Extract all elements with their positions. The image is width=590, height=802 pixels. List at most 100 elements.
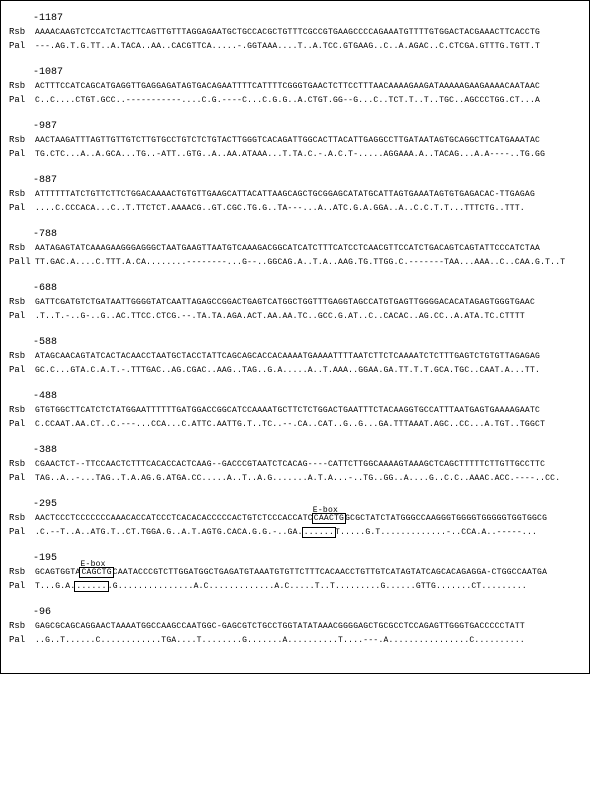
position-label: -887 [33, 175, 581, 186]
alignment-block: -195 RsbGCAGTGGTAE-boxCAGCTGCAATACCCGTCTT… [9, 553, 581, 593]
alignment-row: Pal.C.--T..A..ATG.T..CT.TGGA.G..A.T.AGTG… [9, 526, 581, 540]
sequence-text: GATTCGATGTCTGATAATTGGGGTATCAATTAGAGCCGGA… [35, 297, 535, 309]
alignment-row: PalTG.CTC...A..A.GCA...TG..-ATT..GTG..A.… [9, 148, 581, 162]
alignment-block: -588 RsbATAGCAACAGTATCACTACAACCTAATGCTACC… [9, 337, 581, 377]
alignment-row: RsbATAGCAACAGTATCACTACAACCTAATGCTACCTATT… [9, 350, 581, 364]
sequence-text: AACTAAGATTTAGTTGTTGTCTTGTGCCTGTCTCTGTACT… [35, 135, 540, 147]
pal-label: Pal [9, 634, 35, 648]
alignment-row: PalC.CCAAT.AA.CT..C.---...CCA...C.ATTC.A… [9, 418, 581, 432]
pal-label: Pal [9, 202, 35, 216]
pal-label: Pal [9, 580, 35, 594]
rsb-label: Rsb [9, 188, 35, 202]
alignment-row: RsbAACTAAGATTTAGTTGTTGTCTTGTGCCTGTCTCTGT… [9, 134, 581, 148]
position-label: -688 [33, 283, 581, 294]
alignment-row: PalC..C....CTGT.GCC..-----------....C.G.… [9, 94, 581, 108]
rsb-label: Rsb [9, 242, 35, 256]
alignment-row: PalTAG..A..-...TAG..T.A.AG.G.ATGA.CC....… [9, 472, 581, 486]
sequence-text: GAGCGCAGCAGGAACTAAAATGGCCAAGCCAATGGC-GAG… [35, 621, 525, 633]
alignment-row: Pal---.AG.T.G.TT..A.TACA..AA..CACGTTCA..… [9, 40, 581, 54]
sequence-text: ATAGCAACAGTATCACTACAACCTAATGCTACCTATTCAG… [35, 351, 540, 363]
alignment-row: RsbACTTTCCATCAGCATGAGGTTGAGGAGATAGTGACAG… [9, 80, 581, 94]
alignment-block: -488 RsbGTGTGGCTTCATCTCTATGGAATTTTTTGATGG… [9, 391, 581, 431]
alignment-block: -96 RsbGAGCGCAGCAGGAACTAAAATGGCCAAGCCAATG… [9, 607, 581, 647]
alignment-row: RsbGATTCGATGTCTGATAATTGGGGTATCAATTAGAGCC… [9, 296, 581, 310]
alignment-row: RsbATTTTTTATCTGTTCTTCTGGACAAAACTGTGTTGAA… [9, 188, 581, 202]
alignment-row: RsbCGAACTCT--TTCCAACTCTTTCACACCACTCAAG--… [9, 458, 581, 472]
alignment-block: -1187 RsbAAAACAAGTCTCCATCTACTTCAGTTGTTTAG… [9, 13, 581, 53]
rsb-label: Rsb [9, 350, 35, 364]
alignment-row: RsbGTGTGGCTTCATCTCTATGGAATTTTTTGATGGACCG… [9, 404, 581, 418]
sequence-text: AATAGAGTATCAAAGAAGGGAGGGCTAATGAAGTTAATGT… [35, 243, 540, 255]
rsb-label: Rsb [9, 404, 35, 418]
sequence-text: GCAGTGGTAE-boxCAGCTGCAATACCCGTCTTGGATGGC… [35, 567, 547, 579]
position-label: -195 [33, 553, 581, 564]
position-label: -1187 [33, 13, 581, 24]
alignment-row: RsbGAGCGCAGCAGGAACTAAAATGGCCAAGCCAATGGC-… [9, 620, 581, 634]
sequence-text: ..G..T......C............TGA....T.......… [35, 635, 525, 647]
alignment-block: -295 RsbAACTCCCTCCCCCCCAAACACCATCCCTCACAC… [9, 499, 581, 539]
alignment-block: -1087 RsbACTTTCCATCAGCATGAGGTTGAGGAGATAGT… [9, 67, 581, 107]
sequence-text: GTGTGGCTTCATCTCTATGGAATTTTTTGATGGACCGGCA… [35, 405, 540, 417]
sequence-text: GC.C...GTA.C.A.T.-.TTTGAC..AG.CGAC..AAG.… [35, 365, 540, 377]
sequence-text: .C.--T..A..ATG.T..CT.TGGA.G..A.T.AGTG.CA… [35, 527, 537, 539]
alignment-row: PalGC.C...GTA.C.A.T.-.TTTGAC..AG.CGAC..A… [9, 364, 581, 378]
pal-label: Pal [9, 40, 35, 54]
rsb-label: Rsb [9, 26, 35, 40]
sequence-text: CGAACTCT--TTCCAACTCTTTCACACCACTCAAG--GAC… [35, 459, 545, 471]
alignment-row: RsbAATAGAGTATCAAAGAAGGGAGGGCTAATGAAGTTAA… [9, 242, 581, 256]
pal-label: Pal [9, 148, 35, 162]
alignment-row: RsbAAAACAAGTCTCCATCTACTTCAGTTGTTTAGGAGAA… [9, 26, 581, 40]
alignment-row: RsbAACTCCCTCCCCCCCAAACACCATCCCTCACACACCC… [9, 512, 581, 526]
sequence-text: C..C....CTGT.GCC..-----------....C.G.---… [35, 95, 540, 107]
alignment-block: -987 RsbAACTAAGATTTAGTTGTTGTCTTGTGCCTGTCT… [9, 121, 581, 161]
sequence-text: TAG..A..-...TAG..T.A.AG.G.ATGA.CC.....A.… [35, 473, 560, 485]
pal-label: Pall [9, 256, 35, 270]
pal-label: Pal [9, 364, 35, 378]
alignment-block: -788 RsbAATAGAGTATCAAAGAAGGGAGGGCTAATGAAG… [9, 229, 581, 269]
position-label: -588 [33, 337, 581, 348]
e-box-motif: ...... [302, 527, 336, 538]
alignment-block: -388 RsbCGAACTCT--TTCCAACTCTTTCACACCACTCA… [9, 445, 581, 485]
sequence-text: ....C.CCCACA...C..T.TTCTCT.AAAACG..GT.CG… [35, 203, 525, 215]
e-box-motif: ...... [74, 581, 108, 592]
position-label: -788 [33, 229, 581, 240]
pal-label: Pal [9, 472, 35, 486]
alignment-row: Pal.T..T.-..G-..G..AC.TTCC.CTCG.--.TA.TA… [9, 310, 581, 324]
rsb-label: Rsb [9, 566, 35, 580]
alignment-row: RsbGCAGTGGTAE-boxCAGCTGCAATACCCGTCTTGGAT… [9, 566, 581, 580]
pal-label: Pal [9, 94, 35, 108]
sequence-text: .T..T.-..G-..G..AC.TTCC.CTCG.--.TA.TA.AG… [35, 311, 525, 323]
position-label: -96 [33, 607, 581, 618]
sequence-text: C.CCAAT.AA.CT..C.---...CCA...C.ATTC.AATT… [35, 419, 545, 431]
sequence-text: AAAACAAGTCTCCATCTACTTCAGTTGTTTAGGAGAATGC… [35, 27, 540, 39]
e-box-label: E-box [80, 559, 105, 571]
rsb-label: Rsb [9, 296, 35, 310]
rsb-label: Rsb [9, 80, 35, 94]
position-label: -1087 [33, 67, 581, 78]
rsb-label: Rsb [9, 620, 35, 634]
alignment-row: PalT...G.A........G...............A.C...… [9, 580, 581, 594]
alignment-row: Pal..G..T......C............TGA....T....… [9, 634, 581, 648]
sequence-text: ACTTTCCATCAGCATGAGGTTGAGGAGATAGTGACAGAAT… [35, 81, 540, 93]
position-label: -295 [33, 499, 581, 510]
position-label: -987 [33, 121, 581, 132]
sequence-text: ---.AG.T.G.TT..A.TACA..AA..CACGTTCA.....… [35, 41, 540, 53]
position-label: -388 [33, 445, 581, 456]
e-box-label: E-box [313, 505, 338, 517]
sequence-text: TT.GAC.A....C.TTT.A.CA........--------..… [35, 257, 565, 269]
sequence-text: ATTTTTTATCTGTTCTTCTGGACAAAACTGTGTTGAAGCA… [35, 189, 535, 201]
sequence-text: T...G.A........G...............A.C......… [35, 581, 527, 593]
rsb-label: Rsb [9, 512, 35, 526]
alignment-block: -887 RsbATTTTTTATCTGTTCTTCTGGACAAAACTGTGT… [9, 175, 581, 215]
alignment-block: -688 RsbGATTCGATGTCTGATAATTGGGGTATCAATTAG… [9, 283, 581, 323]
alignment-row: PallTT.GAC.A....C.TTT.A.CA........------… [9, 256, 581, 270]
pal-label: Pal [9, 418, 35, 432]
sequence-text: AACTCCCTCCCCCCCAAACACCATCCCTCACACACCCCCA… [35, 513, 547, 525]
sequence-text: TG.CTC...A..A.GCA...TG..-ATT..GTG..A..AA… [35, 149, 545, 161]
position-label: -488 [33, 391, 581, 402]
rsb-label: Rsb [9, 134, 35, 148]
pal-label: Pal [9, 310, 35, 324]
rsb-label: Rsb [9, 458, 35, 472]
sequence-alignment-container: -1187RsbAAAACAAGTCTCCATCTACTTCAGTTGTTTAG… [0, 0, 590, 674]
alignment-row: Pal....C.CCCACA...C..T.TTCTCT.AAAACG..GT… [9, 202, 581, 216]
